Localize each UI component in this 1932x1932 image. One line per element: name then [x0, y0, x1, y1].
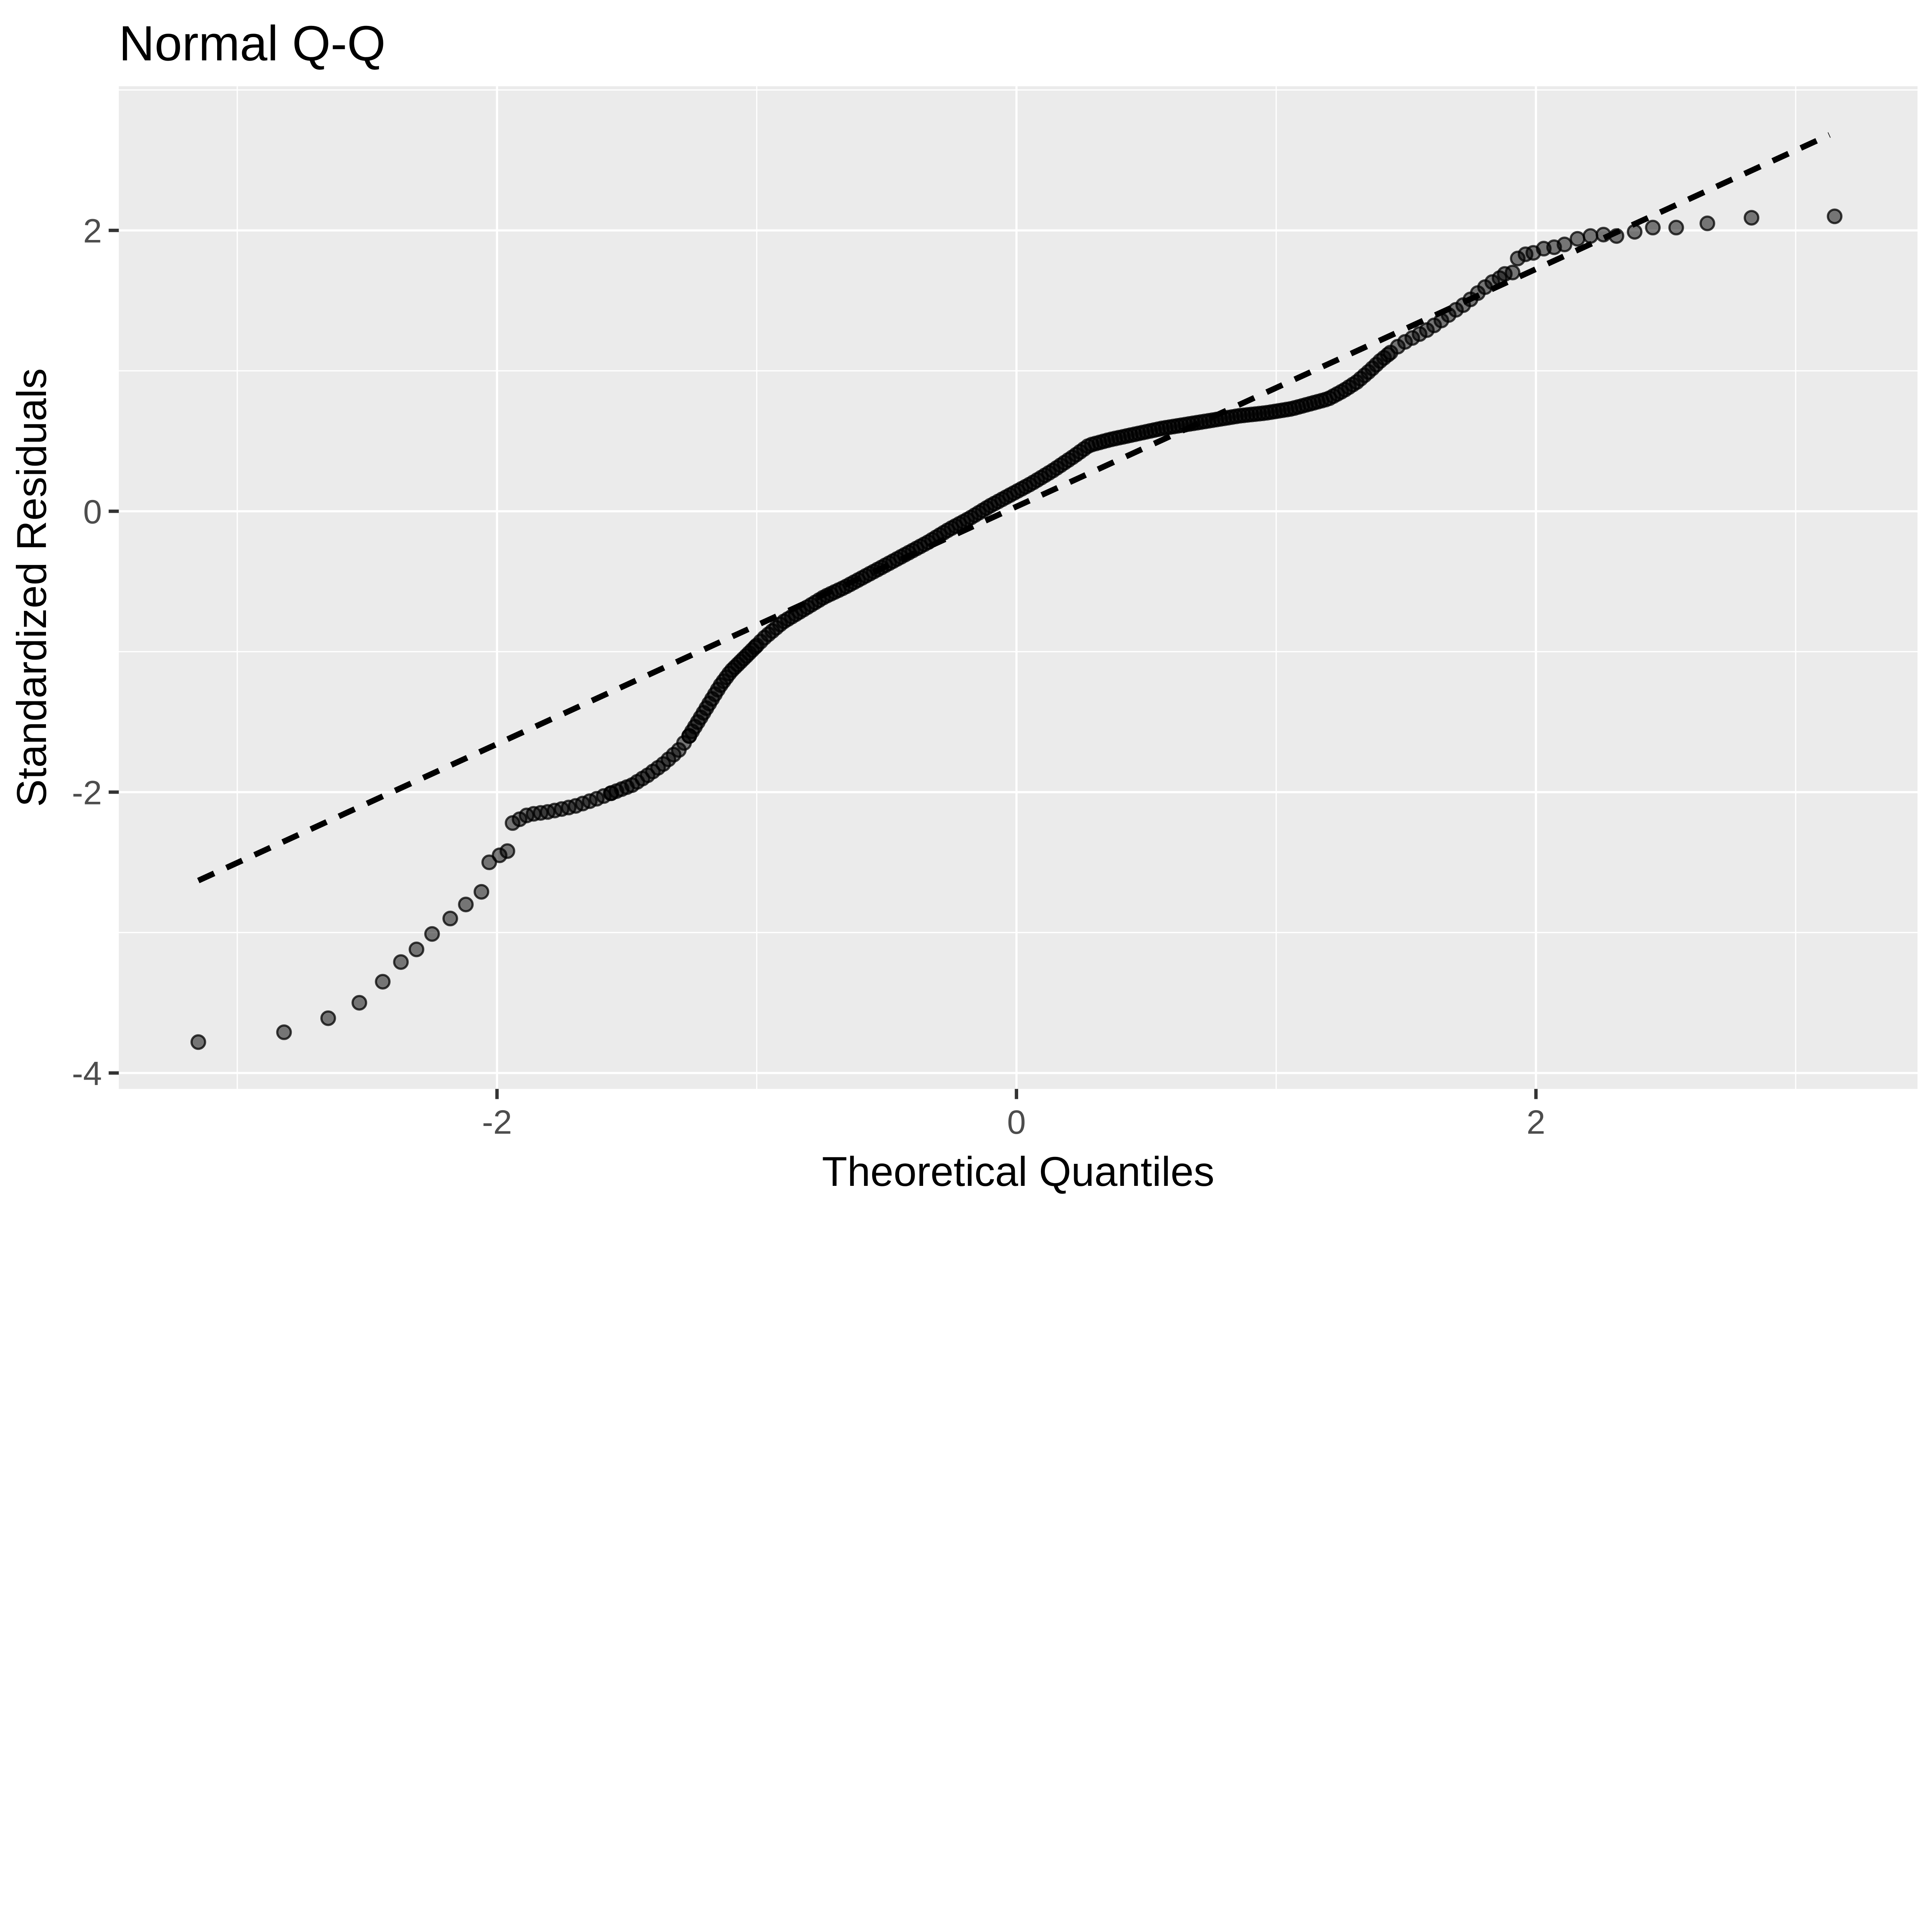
data-point	[393, 954, 409, 970]
y-tick-label: 2	[83, 212, 102, 250]
data-point	[276, 1024, 292, 1040]
data-point	[473, 884, 490, 900]
data-point	[190, 1034, 206, 1050]
data-point	[1827, 208, 1843, 224]
data-point	[424, 926, 440, 942]
data-point	[481, 854, 497, 871]
y-tick-label: -2	[72, 774, 102, 811]
data-point	[1627, 224, 1643, 240]
data-point	[458, 896, 474, 913]
y-tick-label: 0	[83, 493, 102, 531]
data-point	[1582, 228, 1599, 244]
data-point	[1668, 219, 1684, 236]
plot-title: Normal Q-Q	[119, 16, 386, 71]
plot-panel	[119, 86, 1918, 1089]
reference-dashed-line	[197, 132, 1831, 883]
data-point	[1505, 264, 1520, 281]
data-point	[1699, 215, 1715, 231]
data-point	[375, 974, 391, 990]
minor-gridlines	[119, 86, 1918, 1089]
data-point	[408, 941, 425, 957]
x-tick-label: -2	[482, 1103, 512, 1141]
y-tick-label: -4	[72, 1054, 102, 1092]
x-axis-title: Theoretical Quantiles	[822, 1148, 1214, 1195]
data-point	[351, 995, 367, 1011]
data-point	[1743, 210, 1760, 226]
y-axis-tick-labels: -4 -2 0 2	[72, 212, 102, 1093]
qq-plot: -2 0 2 -4 -2 0 2 Normal Q-Q Theoretical Quant…	[8, 16, 1918, 1195]
y-axis-title: Standardized Residuals	[9, 368, 55, 807]
data-point	[1645, 219, 1661, 236]
x-tick-label: 0	[1007, 1103, 1026, 1141]
data-point	[1570, 231, 1585, 247]
qq-plot-figure: -2 0 2 -4 -2 0 2 Normal Q-Q Theoretical Quant…	[8, 16, 1918, 1195]
x-tick-label: 2	[1527, 1103, 1546, 1141]
data-point	[320, 1010, 336, 1026]
data-point	[1609, 228, 1624, 244]
data-point	[1556, 236, 1573, 252]
axis-tick-marks	[109, 228, 1538, 1099]
data-point	[442, 910, 458, 927]
data-points	[190, 208, 1843, 1050]
data-point	[1595, 226, 1612, 243]
x-axis-tick-labels: -2 0 2	[482, 1103, 1545, 1141]
data-point	[499, 843, 515, 859]
